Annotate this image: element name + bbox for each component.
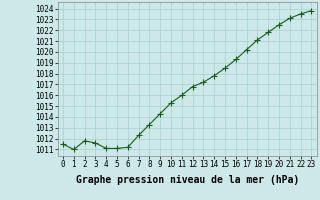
X-axis label: Graphe pression niveau de la mer (hPa): Graphe pression niveau de la mer (hPa) [76, 175, 299, 185]
